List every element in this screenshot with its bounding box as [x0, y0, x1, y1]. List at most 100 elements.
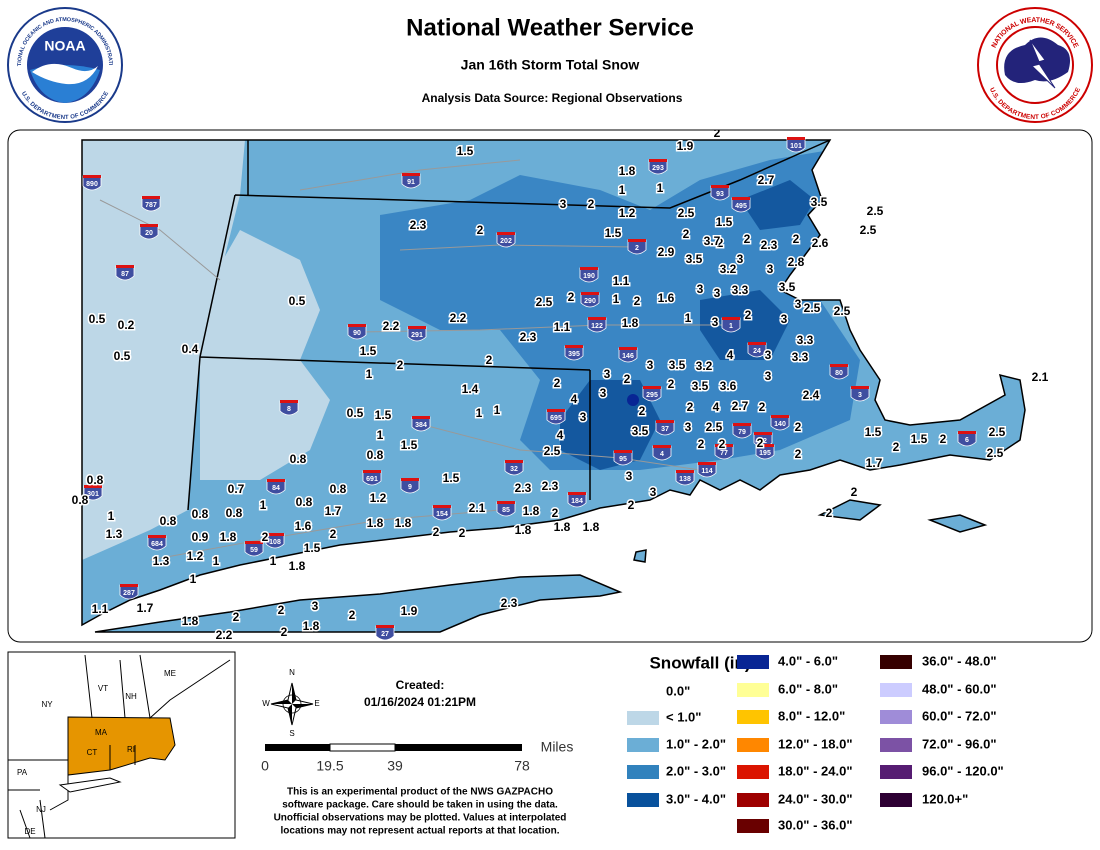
shield-number: 202	[500, 238, 512, 245]
legend-label: 3.0" - 4.0"	[666, 791, 726, 806]
inset-borders	[8, 654, 231, 839]
snow-report: 0.5	[289, 294, 306, 308]
shield-number: 79	[738, 429, 746, 436]
snow-report: 1.7	[325, 504, 342, 518]
snow-report: 2	[486, 353, 493, 367]
shield-body	[714, 444, 734, 460]
snow-report: 2	[793, 232, 800, 246]
snow-report: 0.4	[182, 342, 199, 356]
snow-report: 1.2	[619, 206, 636, 220]
snow-report: 1	[657, 181, 664, 195]
shield-top	[711, 185, 729, 188]
snow-report: 1.5	[911, 432, 928, 446]
state-label: MA	[95, 728, 108, 737]
snow-report: 1.6	[295, 519, 312, 533]
highway-shield: 291	[407, 326, 427, 342]
disclaimer-line: This is an experimental product of the N…	[287, 787, 553, 798]
snow-report: 2.3	[515, 481, 532, 495]
snow-report: 1.8	[220, 530, 237, 544]
shield-top	[656, 420, 674, 423]
shield-number: 695	[550, 415, 562, 422]
snow-report: 2.5	[989, 425, 1006, 439]
highway-shield: 138	[675, 470, 695, 486]
shield-top	[851, 386, 869, 389]
shield-number: 787	[145, 202, 157, 209]
shield-body	[710, 185, 730, 201]
snow-report: 2	[433, 525, 440, 539]
snow-report: 2	[281, 625, 288, 639]
snow-report: 2	[893, 440, 900, 454]
legend-label: 30.0" - 36.0"	[778, 817, 852, 832]
legend-label: 18.0" - 24.0"	[778, 763, 852, 778]
highway-shield: 85	[496, 501, 516, 517]
shield-number: 20	[145, 230, 153, 237]
snow-report: 1	[494, 403, 501, 417]
legend-swatch	[880, 793, 912, 807]
shield-number: 146	[622, 353, 634, 360]
shield-top	[412, 416, 430, 419]
shield-body	[675, 470, 695, 486]
highway-shield: 293	[648, 159, 668, 175]
shield-number: 37	[661, 426, 669, 433]
snow-report: 3	[714, 286, 721, 300]
highway-shield: 24	[747, 342, 767, 358]
shield-body	[411, 416, 431, 432]
snow-report: 2.1	[1032, 370, 1049, 384]
shield-top	[771, 415, 789, 418]
shield-body	[613, 450, 633, 466]
snow-report: 2	[634, 294, 641, 308]
shield-number: 27	[381, 631, 389, 638]
highway-shield: 395	[564, 345, 584, 361]
snow-report: 2.5	[706, 420, 723, 434]
highway-shield: 91	[401, 173, 421, 189]
shield-number: 32	[510, 466, 518, 473]
shield-number: 91	[407, 179, 415, 186]
snow-report: 0.5	[347, 406, 364, 420]
shield-body	[642, 386, 662, 402]
snow-report: 2.4	[803, 388, 820, 402]
shield-body	[432, 505, 452, 521]
shield-body	[407, 326, 427, 342]
highway-shield: 84	[266, 479, 286, 495]
snow-report: 2	[745, 308, 752, 322]
shield-body	[265, 533, 285, 549]
legend-label: 72.0" - 96.0"	[922, 736, 996, 751]
legend-label: 120.0+"	[922, 791, 968, 806]
snow-report: 1.1	[92, 602, 109, 616]
legend-swatch	[737, 793, 769, 807]
snow-report: 1.8	[554, 520, 571, 534]
shield-number: 77	[720, 450, 728, 457]
highway-shield: 90	[347, 324, 367, 340]
snow-report: 3.5	[779, 280, 796, 294]
legend-swatch	[627, 793, 659, 807]
snow-report: 2	[233, 610, 240, 624]
snow-report: 0.8	[87, 473, 104, 487]
shield-body	[731, 197, 751, 213]
snow-report: 1.6	[658, 291, 675, 305]
snow-report: 3	[737, 252, 744, 266]
snow-report: 2	[744, 232, 751, 246]
snow-report: 3	[781, 312, 788, 326]
legend-label: 4.0" - 6.0"	[778, 653, 838, 668]
shield-number: 3	[858, 392, 862, 399]
shade-lt1	[82, 140, 330, 560]
snow-report: 1	[190, 572, 197, 586]
shield-top	[376, 625, 394, 628]
snow-report: 1.5	[865, 425, 882, 439]
highway-shield: 101	[786, 137, 806, 153]
snow-report: 3.7	[704, 234, 721, 248]
scale-tick-label: 19.5	[316, 758, 343, 774]
snow-report: 1.4	[462, 382, 479, 396]
shield-number: 691	[366, 476, 378, 483]
legend-swatch	[737, 710, 769, 724]
snow-report: 1.8	[622, 316, 639, 330]
legend-label: 0.0"	[666, 683, 690, 698]
inset-highlight	[67, 716, 176, 776]
created-label: Created:	[396, 678, 445, 692]
state-label: NJ	[36, 805, 46, 814]
snow-report: 2.5	[860, 223, 877, 237]
legend-label: 24.0" - 30.0"	[778, 791, 852, 806]
snow-report: 2	[397, 358, 404, 372]
shield-number: 72	[759, 438, 767, 445]
shield-number: 6	[965, 437, 969, 444]
